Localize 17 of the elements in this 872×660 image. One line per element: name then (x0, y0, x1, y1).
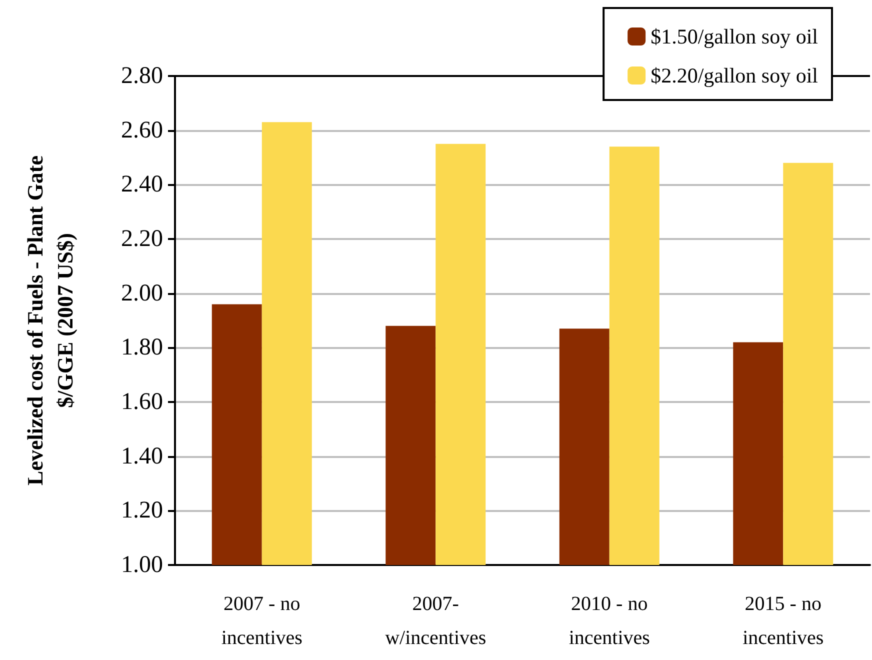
y-tick-label: 2.60 (121, 117, 163, 144)
x-tick-label: 2007- w/incentives (385, 593, 486, 649)
y-axis-title: Levelized cost of Fuels - Plant Gate $/GGE (2007 US$) (22, 155, 78, 486)
y-tick-label: 2.00 (121, 280, 163, 306)
y-tick-label: 1.60 (121, 389, 163, 415)
y-tick-label: 2.80 (121, 63, 163, 89)
y-tick-label: 1.40 (121, 443, 163, 470)
y-tick-label: 1.80 (121, 334, 163, 361)
y-tick-label: 1.00 (121, 552, 163, 578)
y-tick-label: 1.20 (121, 498, 163, 524)
legend-label: $2.20/gallon soy oil (650, 64, 818, 88)
x-tick-label: 2015 - no incentives (742, 593, 824, 649)
x-tick-label: 2010 - no incentives (568, 593, 650, 649)
legend-label: $1.50/gallon soy oil (650, 24, 818, 48)
y-tick-label: 2.20 (121, 226, 163, 252)
x-tick-label: 2007 - no incentives (221, 593, 303, 649)
y-tick-label: 2.40 (121, 172, 163, 198)
